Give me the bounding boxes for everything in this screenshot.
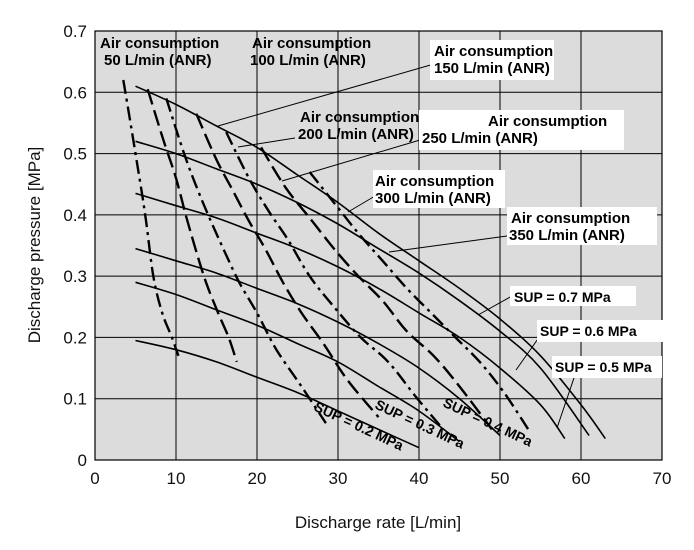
y-tick-label: 0.1	[63, 390, 87, 409]
x-tick-label: 20	[248, 469, 267, 488]
tick-labels: 0 10 20 30 40 50 60 70 0 0.1 0.2 0.3 0.4 0.5 0.6 0.7	[63, 22, 671, 488]
ac150-line1: Air consumption	[434, 43, 553, 60]
x-tick-label: 0	[90, 469, 99, 488]
ac50-line2: 50 L/min (ANR)	[104, 52, 212, 69]
ac300-line2: 300 L/min (ANR)	[375, 190, 491, 207]
air-consumption-curve-4	[225, 131, 445, 431]
supply-curve-2	[135, 247, 501, 437]
leader-200	[237, 137, 296, 148]
ac50-line1: Air consumption	[100, 35, 219, 52]
y-tick-label: 0.4	[63, 206, 87, 225]
air-consumption-curve-3	[195, 113, 380, 418]
sup07-bg	[510, 286, 636, 306]
annotations: Air consumption 50 L/min (ANR) Air consu…	[100, 35, 665, 454]
y-tick-label: 0.6	[63, 83, 87, 102]
ac200-line2: 200 L/min (ANR)	[298, 126, 414, 143]
sup06-label: SUP = 0.6 MPa	[540, 323, 637, 339]
air-consumption-curve-5	[260, 146, 493, 431]
y-axis-label: Discharge pressure [MPa]	[25, 147, 44, 344]
ac300-line1: Air consumption	[375, 173, 494, 190]
leader-250	[281, 139, 421, 182]
plot-area	[94, 30, 663, 461]
supply-curve-1	[135, 281, 460, 443]
ac350-line2: 350 L/min (ANR)	[509, 227, 625, 244]
y-tick-label: 0.2	[63, 328, 87, 347]
ac100-line2: 100 L/min (ANR)	[250, 52, 366, 69]
leader-350	[388, 235, 508, 253]
sup06-bg	[537, 320, 665, 342]
ac250-line1: Air consumption	[488, 113, 607, 130]
y-tick-label: 0.5	[63, 145, 87, 164]
x-tick-label: 10	[167, 469, 186, 488]
leader-sup05	[556, 371, 577, 429]
ac350-bg	[507, 207, 657, 245]
supply-curve-5	[135, 85, 606, 440]
x-tick-label: 60	[572, 469, 591, 488]
leader-150	[217, 63, 435, 127]
ac250-line2: 250 L/min (ANR)	[422, 130, 538, 147]
air-consumption-curve-6	[308, 171, 530, 431]
y-tick-label: 0.3	[63, 267, 87, 286]
ac150-bg	[430, 40, 554, 80]
x-tick-label: 40	[410, 469, 429, 488]
leader-sup07	[477, 295, 513, 316]
y-tick-label: 0	[78, 451, 87, 470]
air-consumption-curve-2	[165, 98, 327, 424]
ac300-bg	[373, 170, 505, 208]
sup05-label: SUP = 0.5 MPa	[555, 359, 652, 375]
x-tick-label: 50	[491, 469, 510, 488]
ac200-line1: Air consumption	[300, 109, 419, 126]
x-tick-label: 30	[329, 469, 348, 488]
air-consumption-curve-1	[146, 88, 238, 363]
ac150-line2: 150 L/min (ANR)	[434, 60, 550, 77]
ac250-bg	[419, 110, 624, 150]
x-tick-label: 70	[653, 469, 672, 488]
air-consumption-curve-0	[122, 79, 180, 357]
x-axis-label: Discharge rate [L/min]	[295, 513, 461, 532]
y-tick-label: 0.7	[63, 22, 87, 41]
sup07-label: SUP = 0.7 MPa	[514, 289, 611, 305]
ac350-line1: Air consumption	[511, 210, 630, 227]
ac100-line1: Air consumption	[252, 35, 371, 52]
leader-300	[347, 195, 376, 213]
curves	[122, 79, 606, 449]
leader-sup06	[515, 335, 541, 371]
supply-curve-0	[135, 339, 420, 449]
sup05-bg	[552, 356, 662, 378]
